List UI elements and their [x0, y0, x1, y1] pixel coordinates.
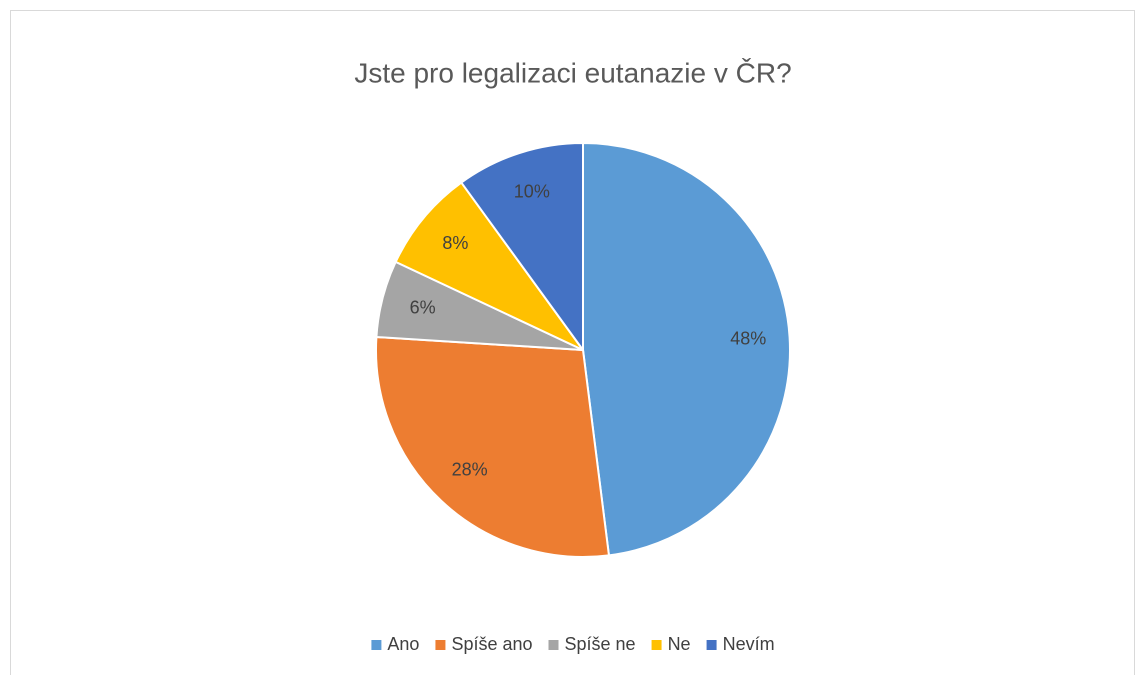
- legend-marker: [435, 640, 446, 650]
- legend-marker: [371, 640, 382, 650]
- pie-slice: [394, 181, 584, 351]
- data-label: 8%: [442, 233, 468, 253]
- legend-marker: [706, 640, 717, 650]
- legend-label: Ano: [387, 634, 419, 654]
- data-label: 6%: [410, 298, 436, 318]
- chart-title: Jste pro legalizaci eutanazie v ČR?: [354, 57, 791, 88]
- pie-slice: [375, 335, 611, 558]
- legend-label: Ne: [668, 634, 691, 654]
- legend-label: Spíše ano: [451, 634, 532, 654]
- legend-label: Nevím: [723, 634, 775, 654]
- data-label: 28%: [452, 459, 488, 479]
- legend-marker: [651, 640, 662, 650]
- pie-slice: [582, 141, 791, 557]
- legend-label: Spíše ne: [565, 634, 636, 654]
- legend-marker: [548, 640, 559, 650]
- data-label: 10%: [514, 181, 550, 201]
- data-label: 48%: [730, 328, 766, 348]
- pie-slice: [459, 141, 584, 354]
